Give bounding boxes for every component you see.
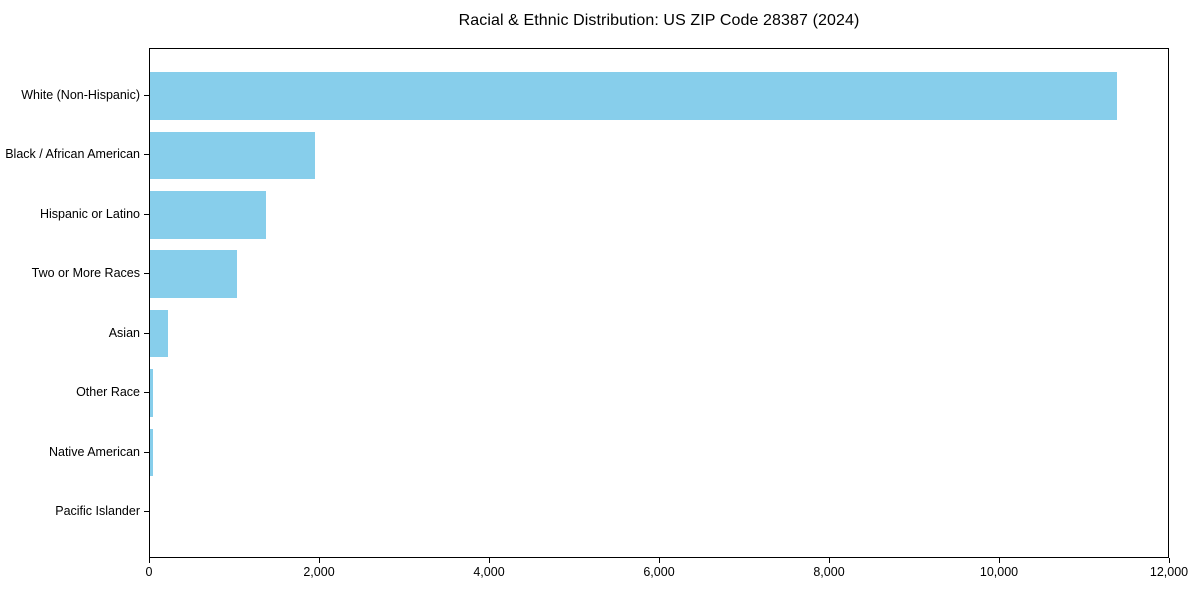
x-tick: [1168, 558, 1170, 563]
bar-row: [150, 245, 1168, 304]
x-tick-label: 10,000: [979, 565, 1019, 579]
bar-row: [150, 185, 1168, 244]
x-tick: [998, 558, 1000, 563]
x-tick-label: 2,000: [303, 565, 335, 579]
bar: [150, 428, 153, 477]
bar: [150, 191, 267, 239]
x-tick: [148, 558, 150, 563]
x-tick-label: 6,000: [643, 565, 675, 579]
bar-row: [150, 304, 1168, 363]
y-tick: [144, 332, 149, 334]
bar-row: [150, 423, 1168, 482]
y-axis-label: Asian: [108, 325, 140, 340]
y-axis-label: Native American: [48, 444, 140, 459]
y-axis-label: Black / African American: [5, 147, 140, 162]
y-tick: [144, 451, 149, 453]
plot-area: [149, 48, 1169, 558]
bar-row: [150, 482, 1168, 541]
x-tick-label: 0: [145, 565, 153, 579]
y-axis-label: Pacific Islander: [55, 504, 140, 519]
x-tick: [318, 558, 320, 563]
bar: [150, 72, 1118, 120]
bar: [150, 309, 168, 358]
x-tick-label: 4,000: [473, 565, 505, 579]
x-tick: [658, 558, 660, 563]
bar: [150, 131, 315, 180]
bar-row: [150, 363, 1168, 422]
x-tick: [828, 558, 830, 563]
y-tick: [144, 273, 149, 275]
y-axis-label: Hispanic or Latino: [39, 206, 140, 221]
bar: [150, 369, 153, 417]
x-tick-label: 12,000: [1149, 565, 1189, 579]
y-axis-label: Two or More Races: [31, 266, 140, 281]
y-tick: [144, 154, 149, 156]
bar-row: [150, 126, 1168, 185]
x-tick-label: 8,000: [813, 565, 845, 579]
chart-title: Racial & Ethnic Distribution: US ZIP Cod…: [458, 12, 860, 29]
x-tick: [488, 558, 490, 563]
y-axis-label: White (Non-Hispanic): [21, 87, 140, 102]
y-tick: [144, 392, 149, 394]
bar: [150, 250, 237, 299]
y-axis-label: Other Race: [76, 385, 140, 400]
y-tick: [144, 213, 149, 215]
y-tick: [144, 94, 149, 96]
y-tick: [144, 511, 149, 513]
bar-row: [150, 66, 1168, 125]
